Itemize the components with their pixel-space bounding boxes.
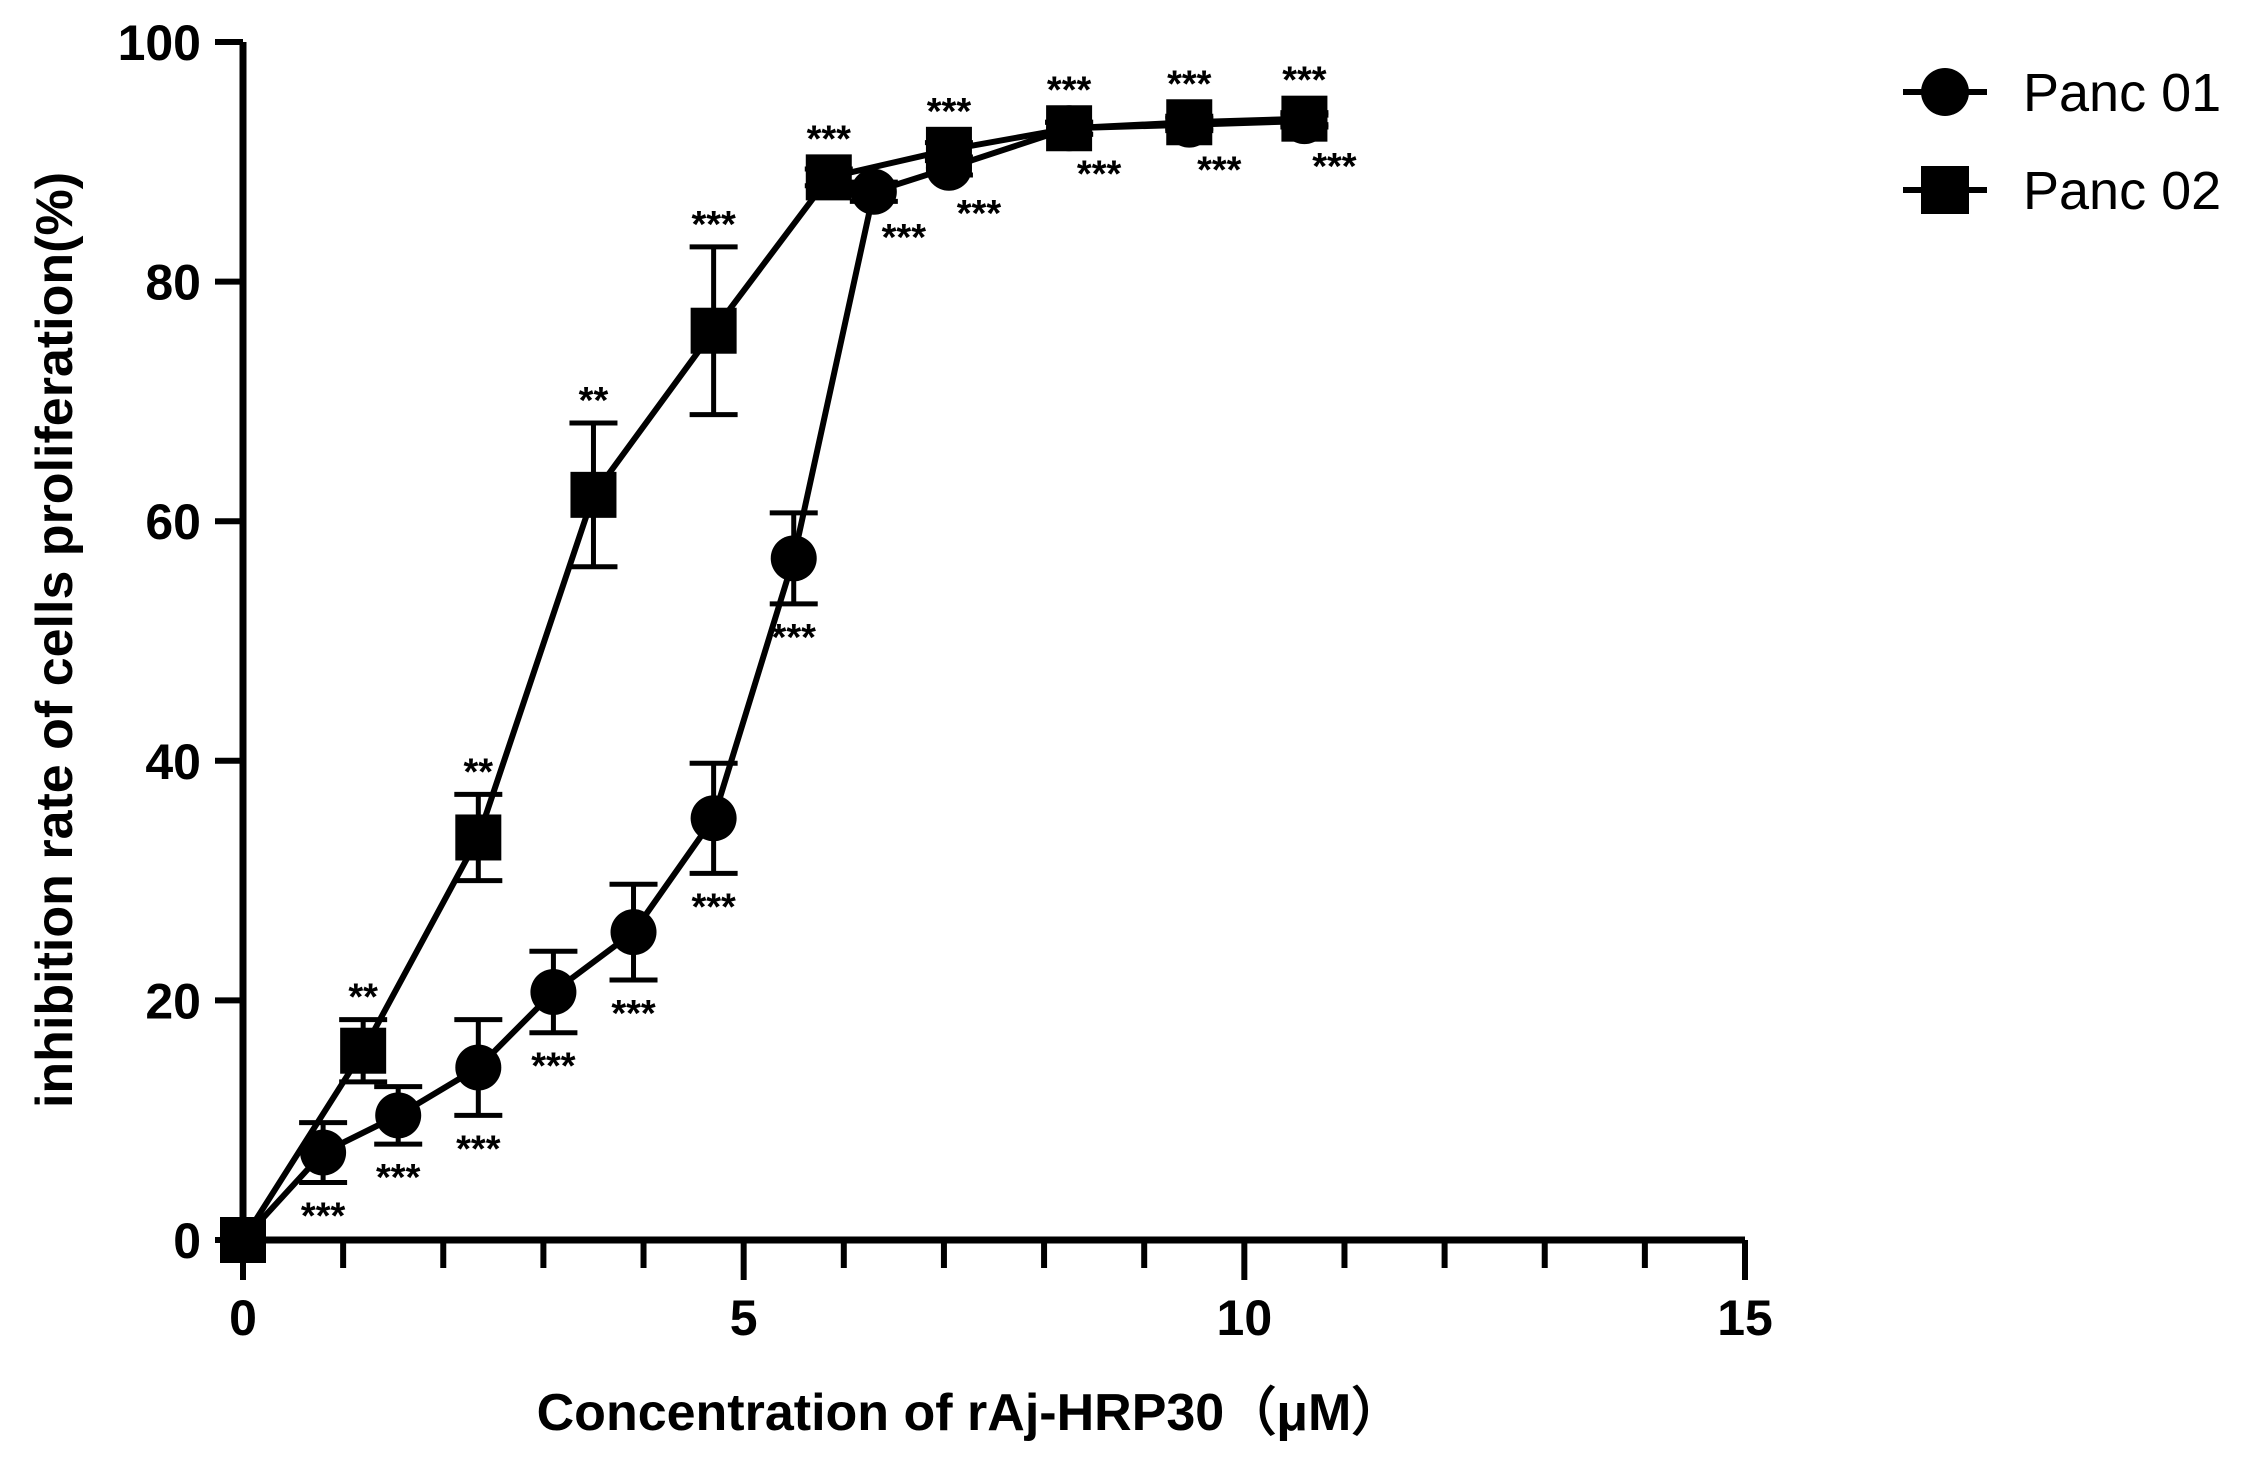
series-line bbox=[240, 118, 1305, 1243]
significance-label: *** bbox=[611, 993, 656, 1035]
significance-label: *** bbox=[927, 91, 972, 133]
data-point bbox=[690, 307, 737, 354]
data-point bbox=[610, 909, 657, 956]
legend-item-0: Panc 01 bbox=[1903, 63, 2221, 123]
significance-label: *** bbox=[301, 1195, 346, 1237]
data-point bbox=[300, 1129, 347, 1176]
data-point bbox=[690, 795, 737, 842]
legend-marker bbox=[1921, 166, 1969, 214]
y-tick-label: 40 bbox=[145, 734, 201, 790]
significance-label: *** bbox=[1077, 153, 1122, 195]
data-point bbox=[530, 969, 577, 1016]
significance-label: *** bbox=[1047, 69, 1092, 111]
y-tick-label: 0 bbox=[173, 1213, 201, 1269]
series-0: ****************************** *** *** bbox=[220, 98, 1357, 1263]
legend-label: Panc 02 bbox=[2023, 161, 2221, 221]
significance-label: ** bbox=[348, 977, 378, 1019]
data-point bbox=[925, 126, 972, 173]
data-point bbox=[455, 1044, 502, 1091]
significance-label: *** bbox=[456, 1128, 501, 1170]
x-tick-label: 5 bbox=[730, 1290, 758, 1346]
significance-label: *** bbox=[1167, 63, 1212, 105]
x-tick-label: 15 bbox=[1717, 1290, 1773, 1346]
significance-label: ** bbox=[464, 751, 494, 793]
data-point bbox=[340, 1027, 387, 1074]
significance-label: *** bbox=[376, 1157, 421, 1199]
significance-label: *** bbox=[691, 204, 736, 246]
axes: 0 5 10 15 0 20 40 60 80 100 bbox=[118, 15, 1773, 1346]
legend: Panc 01 Panc 02 bbox=[1903, 63, 2221, 221]
significance-label: *** bbox=[882, 217, 927, 259]
data-point bbox=[220, 1217, 266, 1263]
series-layer: ****************************** *** *******… bbox=[220, 60, 1357, 1263]
legend-label: Panc 01 bbox=[2023, 63, 2221, 123]
y-tick-label: 60 bbox=[145, 494, 201, 550]
data-point bbox=[1281, 95, 1328, 142]
x-tick-label: 0 bbox=[229, 1290, 257, 1346]
y-tick-label: 100 bbox=[118, 15, 201, 71]
data-point bbox=[1046, 105, 1093, 152]
significance-label: *** bbox=[957, 193, 1002, 235]
x-tick-label: 10 bbox=[1217, 1290, 1273, 1346]
data-point bbox=[455, 814, 502, 861]
data-point bbox=[375, 1092, 422, 1139]
x-axis-label: Concentration of rAj-HRP30（μM） bbox=[537, 1384, 1404, 1442]
data-point bbox=[1166, 99, 1213, 146]
significance-label: *** bbox=[807, 118, 852, 160]
significance-label: *** bbox=[772, 617, 817, 659]
significance-label: *** bbox=[1312, 146, 1357, 188]
data-point bbox=[570, 471, 617, 518]
legend-item-1: Panc 02 bbox=[1903, 161, 2221, 221]
significance-label: *** bbox=[691, 886, 736, 928]
data-point bbox=[770, 535, 817, 582]
y-tick-label: 80 bbox=[145, 255, 201, 311]
y-tick-label: 20 bbox=[145, 973, 201, 1029]
significance-label: ** bbox=[579, 380, 609, 422]
legend-marker bbox=[1921, 68, 1969, 116]
y-axis-label: inhibition rate of cells proliferation(%… bbox=[26, 172, 84, 1108]
significance-label: *** bbox=[1197, 150, 1242, 192]
significance-label: *** bbox=[531, 1046, 576, 1088]
significance-label: *** bbox=[1282, 60, 1327, 102]
data-point bbox=[805, 154, 852, 201]
series-line bbox=[240, 115, 1305, 1242]
series-1: ****************** *** *** bbox=[220, 60, 1329, 1263]
data-point bbox=[850, 168, 897, 215]
